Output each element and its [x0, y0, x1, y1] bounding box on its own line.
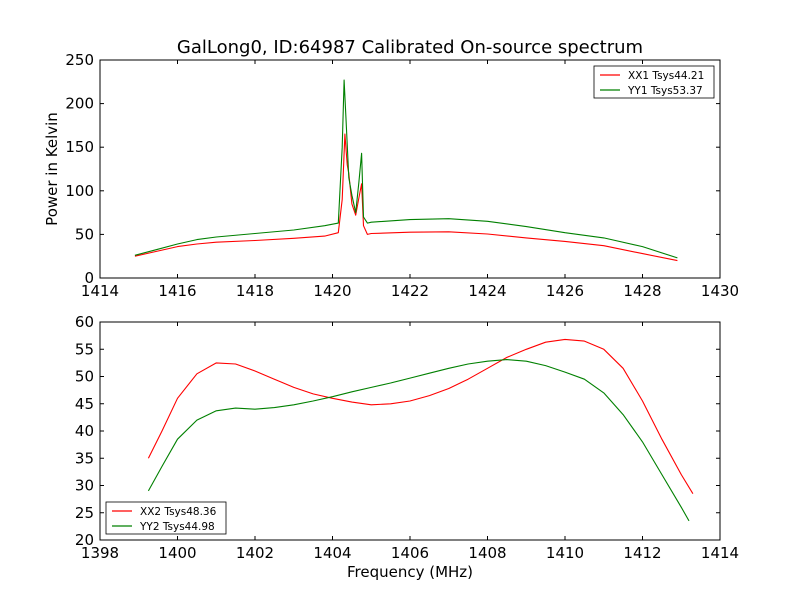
legend-label-1: XX2 Tsys48.36 — [140, 506, 217, 518]
x-tick-label: 1416 — [158, 282, 196, 300]
y-tick-label: 250 — [65, 51, 94, 69]
x-tick-label: 1400 — [158, 544, 196, 562]
x-tick-label: 1402 — [236, 544, 274, 562]
y-tick-label: 100 — [65, 182, 94, 200]
x-tick-label: 1414 — [81, 282, 119, 300]
y-tick-label: 150 — [65, 138, 94, 156]
x-tick-label: 1430 — [701, 282, 739, 300]
x-tick-label: 1420 — [313, 282, 351, 300]
series-line-1 — [134, 133, 678, 262]
figure-title: GalLong0, ID:64987 Calibrated On-source … — [177, 37, 643, 58]
legend: XX1 Tsys44.21 YY1 Tsys53.37 — [593, 65, 715, 99]
legend-box — [105, 501, 227, 535]
x-tick-label: 1408 — [468, 544, 506, 562]
x-tick-label: 1424 — [468, 282, 506, 300]
y-tick-label: 20 — [75, 531, 94, 549]
y-tick-label: 25 — [75, 504, 94, 522]
y-tick-label: 0 — [84, 269, 94, 287]
y-tick-label: 30 — [75, 477, 94, 495]
y-tick-label: 40 — [75, 422, 94, 440]
y-tick-label: 50 — [75, 225, 94, 243]
y-tick-label: 60 — [75, 313, 94, 331]
series-line-1 — [147, 338, 694, 494]
y-tick-label: 35 — [75, 449, 94, 467]
x-tick-label: 1412 — [623, 544, 661, 562]
legend-label-2: YY1 Tsys53.37 — [627, 85, 703, 97]
y-tick-label: 50 — [75, 368, 94, 386]
top-panel: 1414 1416 1418 1420 1422 1424 1426 1428 1430 0 50 1… — [43, 51, 739, 300]
legend-label-1: XX1 Tsys44.21 — [628, 70, 704, 82]
series-line-2 — [134, 79, 678, 259]
x-tick-label: 1428 — [623, 282, 661, 300]
y-tick-label: 45 — [75, 395, 94, 413]
legend-label-2: YY2 Tsys44.98 — [139, 521, 215, 533]
x-tick-label: 1398 — [81, 544, 119, 562]
bottom-panel: 1398 1400 1402 1404 1406 1408 1410 1412 1414 20 25… — [75, 313, 739, 581]
x-tick-label: 1426 — [546, 282, 584, 300]
x-tick-label: 1414 — [701, 544, 739, 562]
x-tick-label: 1406 — [391, 544, 429, 562]
y-tick-label: 55 — [75, 340, 94, 358]
y-axis-label: Power in Kelvin — [43, 112, 61, 226]
legend: XX2 Tsys48.36 YY2 Tsys44.98 — [105, 501, 227, 535]
y-tick-label: 200 — [65, 95, 94, 113]
x-axis-label: Frequency (MHz) — [347, 563, 473, 581]
x-tick-label: 1410 — [546, 544, 584, 562]
x-tick-label: 1418 — [236, 282, 274, 300]
x-tick-label: 1404 — [313, 544, 351, 562]
x-tick-label: 1422 — [391, 282, 429, 300]
series-line-2 — [147, 359, 690, 522]
legend-box — [593, 65, 715, 99]
